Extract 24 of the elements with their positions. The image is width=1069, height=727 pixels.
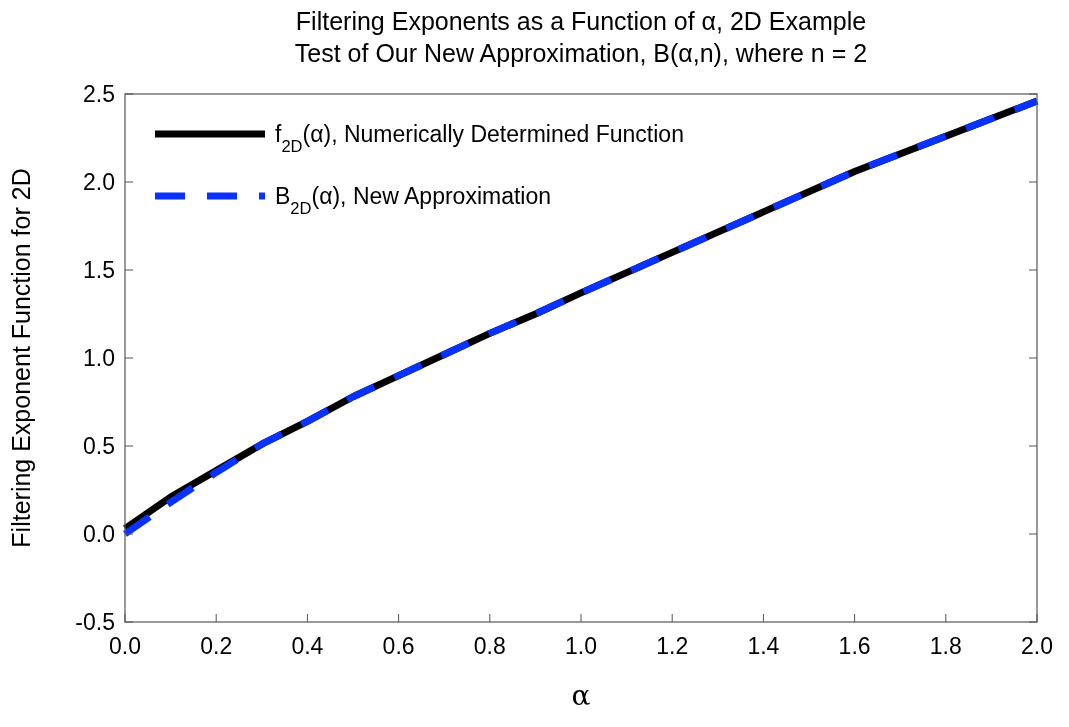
y-tick-label: 2.0 bbox=[83, 169, 115, 195]
x-tick-label: 0.2 bbox=[200, 633, 233, 659]
x-tick-label: 0.4 bbox=[291, 633, 324, 659]
x-tick-label: 0.0 bbox=[109, 633, 141, 659]
legend-label: B$_{2D}$(α), New Approximation bbox=[275, 183, 552, 218]
y-tick-label: -0.5 bbox=[75, 609, 115, 635]
x-tick-label: 1.8 bbox=[929, 633, 962, 659]
y-tick-label: 0.0 bbox=[83, 521, 115, 547]
x-tick-label: 1.0 bbox=[565, 633, 597, 659]
chart-title: Filtering Exponents as a Function of α, 2D Example bbox=[295, 7, 867, 35]
x-axis-title: α bbox=[571, 679, 591, 712]
x-tick-label: 1.6 bbox=[838, 633, 871, 659]
y-tick-label: 2.5 bbox=[83, 81, 115, 107]
y-tick-label: 1.0 bbox=[83, 345, 115, 371]
y-tick-label: 1.5 bbox=[83, 257, 115, 283]
x-tick-label: 0.6 bbox=[382, 633, 415, 659]
legend-label: f$_{2D}$(α), Numerically Determined Function bbox=[275, 121, 684, 156]
x-tick-label: 2.0 bbox=[1021, 633, 1053, 659]
x-tick-label: 1.2 bbox=[656, 633, 689, 659]
chart-subtitle: Test of Our New Approximation, B(α,n), where n = 2 bbox=[294, 39, 868, 67]
x-tick-label: 0.8 bbox=[473, 633, 506, 659]
x-tick-label: 1.4 bbox=[747, 633, 780, 659]
y-tick-label: 0.5 bbox=[83, 433, 115, 459]
y-axis-title: Filtering Exponent Function for 2D bbox=[7, 168, 35, 548]
